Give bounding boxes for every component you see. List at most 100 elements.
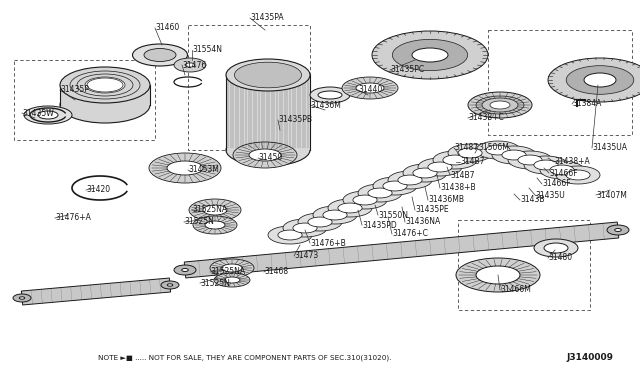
Text: 31435UA: 31435UA xyxy=(592,144,627,153)
Text: 31438+C: 31438+C xyxy=(468,113,504,122)
Text: 31384A: 31384A xyxy=(572,99,602,109)
Text: 314B7: 314B7 xyxy=(460,157,484,167)
Ellipse shape xyxy=(534,160,558,170)
Text: 31476: 31476 xyxy=(182,61,206,70)
Ellipse shape xyxy=(443,155,467,165)
Text: NOTE ►■ ..... NOT FOR SALE, THEY ARE COMPONENT PARTS OF SEC.310(31020).: NOTE ►■ ..... NOT FOR SALE, THEY ARE COM… xyxy=(99,355,392,361)
Ellipse shape xyxy=(203,205,227,215)
Ellipse shape xyxy=(373,177,417,195)
Text: 31450: 31450 xyxy=(258,154,282,163)
Text: 31506M: 31506M xyxy=(478,144,509,153)
Text: 31468: 31468 xyxy=(264,267,288,276)
Text: 31453M: 31453M xyxy=(188,166,219,174)
Ellipse shape xyxy=(508,151,552,169)
Ellipse shape xyxy=(486,100,514,110)
Text: 31438+A: 31438+A xyxy=(554,157,589,167)
Text: 31435PA: 31435PA xyxy=(250,13,284,22)
Ellipse shape xyxy=(234,62,301,88)
Ellipse shape xyxy=(544,243,568,253)
Ellipse shape xyxy=(167,284,173,286)
Ellipse shape xyxy=(87,78,123,92)
Bar xyxy=(60,85,150,105)
Text: 31407M: 31407M xyxy=(596,190,627,199)
Ellipse shape xyxy=(278,230,302,240)
Ellipse shape xyxy=(413,168,437,178)
Text: J3140009: J3140009 xyxy=(566,353,614,362)
Ellipse shape xyxy=(185,63,195,67)
Ellipse shape xyxy=(356,83,384,93)
Ellipse shape xyxy=(502,150,526,160)
Ellipse shape xyxy=(484,99,516,111)
Ellipse shape xyxy=(313,206,357,224)
Ellipse shape xyxy=(468,92,532,118)
Text: 31487: 31487 xyxy=(454,144,478,153)
Ellipse shape xyxy=(490,101,510,109)
Text: 31420: 31420 xyxy=(86,186,110,195)
Text: 31436MB: 31436MB xyxy=(428,196,464,205)
Text: 31466F: 31466F xyxy=(542,180,571,189)
Ellipse shape xyxy=(518,155,542,165)
Text: 31550N: 31550N xyxy=(378,211,408,219)
Ellipse shape xyxy=(614,228,621,231)
Ellipse shape xyxy=(233,142,297,168)
Ellipse shape xyxy=(323,210,347,220)
Ellipse shape xyxy=(210,259,254,277)
Ellipse shape xyxy=(132,44,188,66)
Ellipse shape xyxy=(298,213,342,231)
Ellipse shape xyxy=(338,203,362,213)
Ellipse shape xyxy=(174,58,206,72)
Text: 31480: 31480 xyxy=(548,253,572,263)
Ellipse shape xyxy=(353,195,377,205)
Ellipse shape xyxy=(214,273,250,287)
Text: 31435PD: 31435PD xyxy=(362,221,397,230)
Text: 31435PE: 31435PE xyxy=(415,205,449,215)
Ellipse shape xyxy=(19,297,25,299)
Polygon shape xyxy=(184,222,619,278)
Ellipse shape xyxy=(388,171,432,189)
Text: 31476+C: 31476+C xyxy=(392,230,428,238)
Ellipse shape xyxy=(167,161,203,175)
Ellipse shape xyxy=(368,188,392,198)
Ellipse shape xyxy=(584,73,616,87)
Ellipse shape xyxy=(476,266,520,284)
Ellipse shape xyxy=(607,225,629,235)
Ellipse shape xyxy=(456,258,540,292)
Ellipse shape xyxy=(161,281,179,289)
Text: 31440: 31440 xyxy=(358,86,382,94)
Ellipse shape xyxy=(540,161,584,179)
Text: 31476+A: 31476+A xyxy=(55,214,91,222)
Text: 31525N: 31525N xyxy=(184,218,214,227)
Text: 31435PC: 31435PC xyxy=(390,65,424,74)
Ellipse shape xyxy=(182,269,188,272)
Ellipse shape xyxy=(13,294,31,302)
Ellipse shape xyxy=(556,166,600,184)
Ellipse shape xyxy=(448,144,492,162)
Ellipse shape xyxy=(205,221,225,229)
Ellipse shape xyxy=(412,48,448,62)
Ellipse shape xyxy=(403,164,447,182)
Ellipse shape xyxy=(189,199,241,221)
Ellipse shape xyxy=(392,39,468,71)
Ellipse shape xyxy=(193,216,237,234)
Ellipse shape xyxy=(310,87,350,103)
Ellipse shape xyxy=(60,87,150,123)
Ellipse shape xyxy=(226,134,310,166)
Ellipse shape xyxy=(486,145,510,155)
Ellipse shape xyxy=(328,199,372,217)
Text: 31435PB: 31435PB xyxy=(278,115,312,125)
Ellipse shape xyxy=(458,148,482,158)
Ellipse shape xyxy=(550,165,574,175)
Ellipse shape xyxy=(524,156,568,174)
Ellipse shape xyxy=(149,153,221,183)
Text: 31435P: 31435P xyxy=(60,86,89,94)
Text: 31466F: 31466F xyxy=(549,169,578,177)
Ellipse shape xyxy=(85,77,125,93)
Text: 314B7: 314B7 xyxy=(450,170,474,180)
Ellipse shape xyxy=(249,149,281,161)
Ellipse shape xyxy=(268,226,312,244)
Ellipse shape xyxy=(548,58,640,102)
Ellipse shape xyxy=(222,264,242,272)
Text: 31435W: 31435W xyxy=(22,109,54,118)
Text: 31525N: 31525N xyxy=(200,279,230,288)
Text: 31460: 31460 xyxy=(155,23,179,32)
